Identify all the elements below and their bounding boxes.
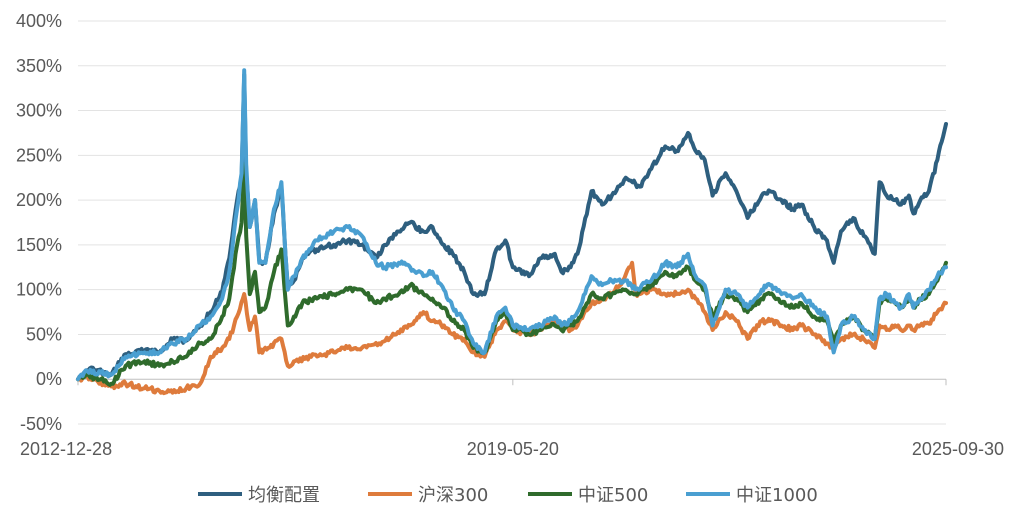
y-tick-label: 250% bbox=[16, 145, 62, 165]
y-tick-label: 400% bbox=[16, 11, 62, 31]
legend: 均衡配置 沪深300 中证500 中证1000 bbox=[198, 485, 818, 506]
series-lines bbox=[76, 68, 948, 396]
legend-label: 沪深300 bbox=[418, 485, 488, 506]
y-tick-label: -50% bbox=[20, 414, 62, 434]
y-tick-label: 50% bbox=[26, 324, 62, 344]
x-tick-label: 2025-09-30 bbox=[912, 439, 1004, 459]
series-line-3 bbox=[76, 162, 948, 387]
x-tick-label: 2019-05-20 bbox=[467, 439, 559, 459]
x-axis: 2012-12-28 2019-05-20 2025-09-30 bbox=[20, 379, 1004, 459]
y-axis: 400% 350% 300% 250% 200% 150% 100% 50% 0% -50% bbox=[16, 11, 62, 434]
legend-label: 均衡配置 bbox=[248, 485, 320, 506]
legend-label: 中证1000 bbox=[736, 485, 818, 506]
y-tick-label: 150% bbox=[16, 235, 62, 255]
series-line-4 bbox=[76, 68, 948, 382]
y-tick-label: 300% bbox=[16, 101, 62, 121]
y-tick-label: 350% bbox=[16, 56, 62, 76]
x-tick-label: 2012-12-28 bbox=[20, 439, 112, 459]
y-tick-label: 200% bbox=[16, 190, 62, 210]
y-tick-label: 100% bbox=[16, 280, 62, 300]
y-tick-label: 0% bbox=[36, 369, 62, 389]
legend-label: 中证500 bbox=[578, 485, 648, 506]
